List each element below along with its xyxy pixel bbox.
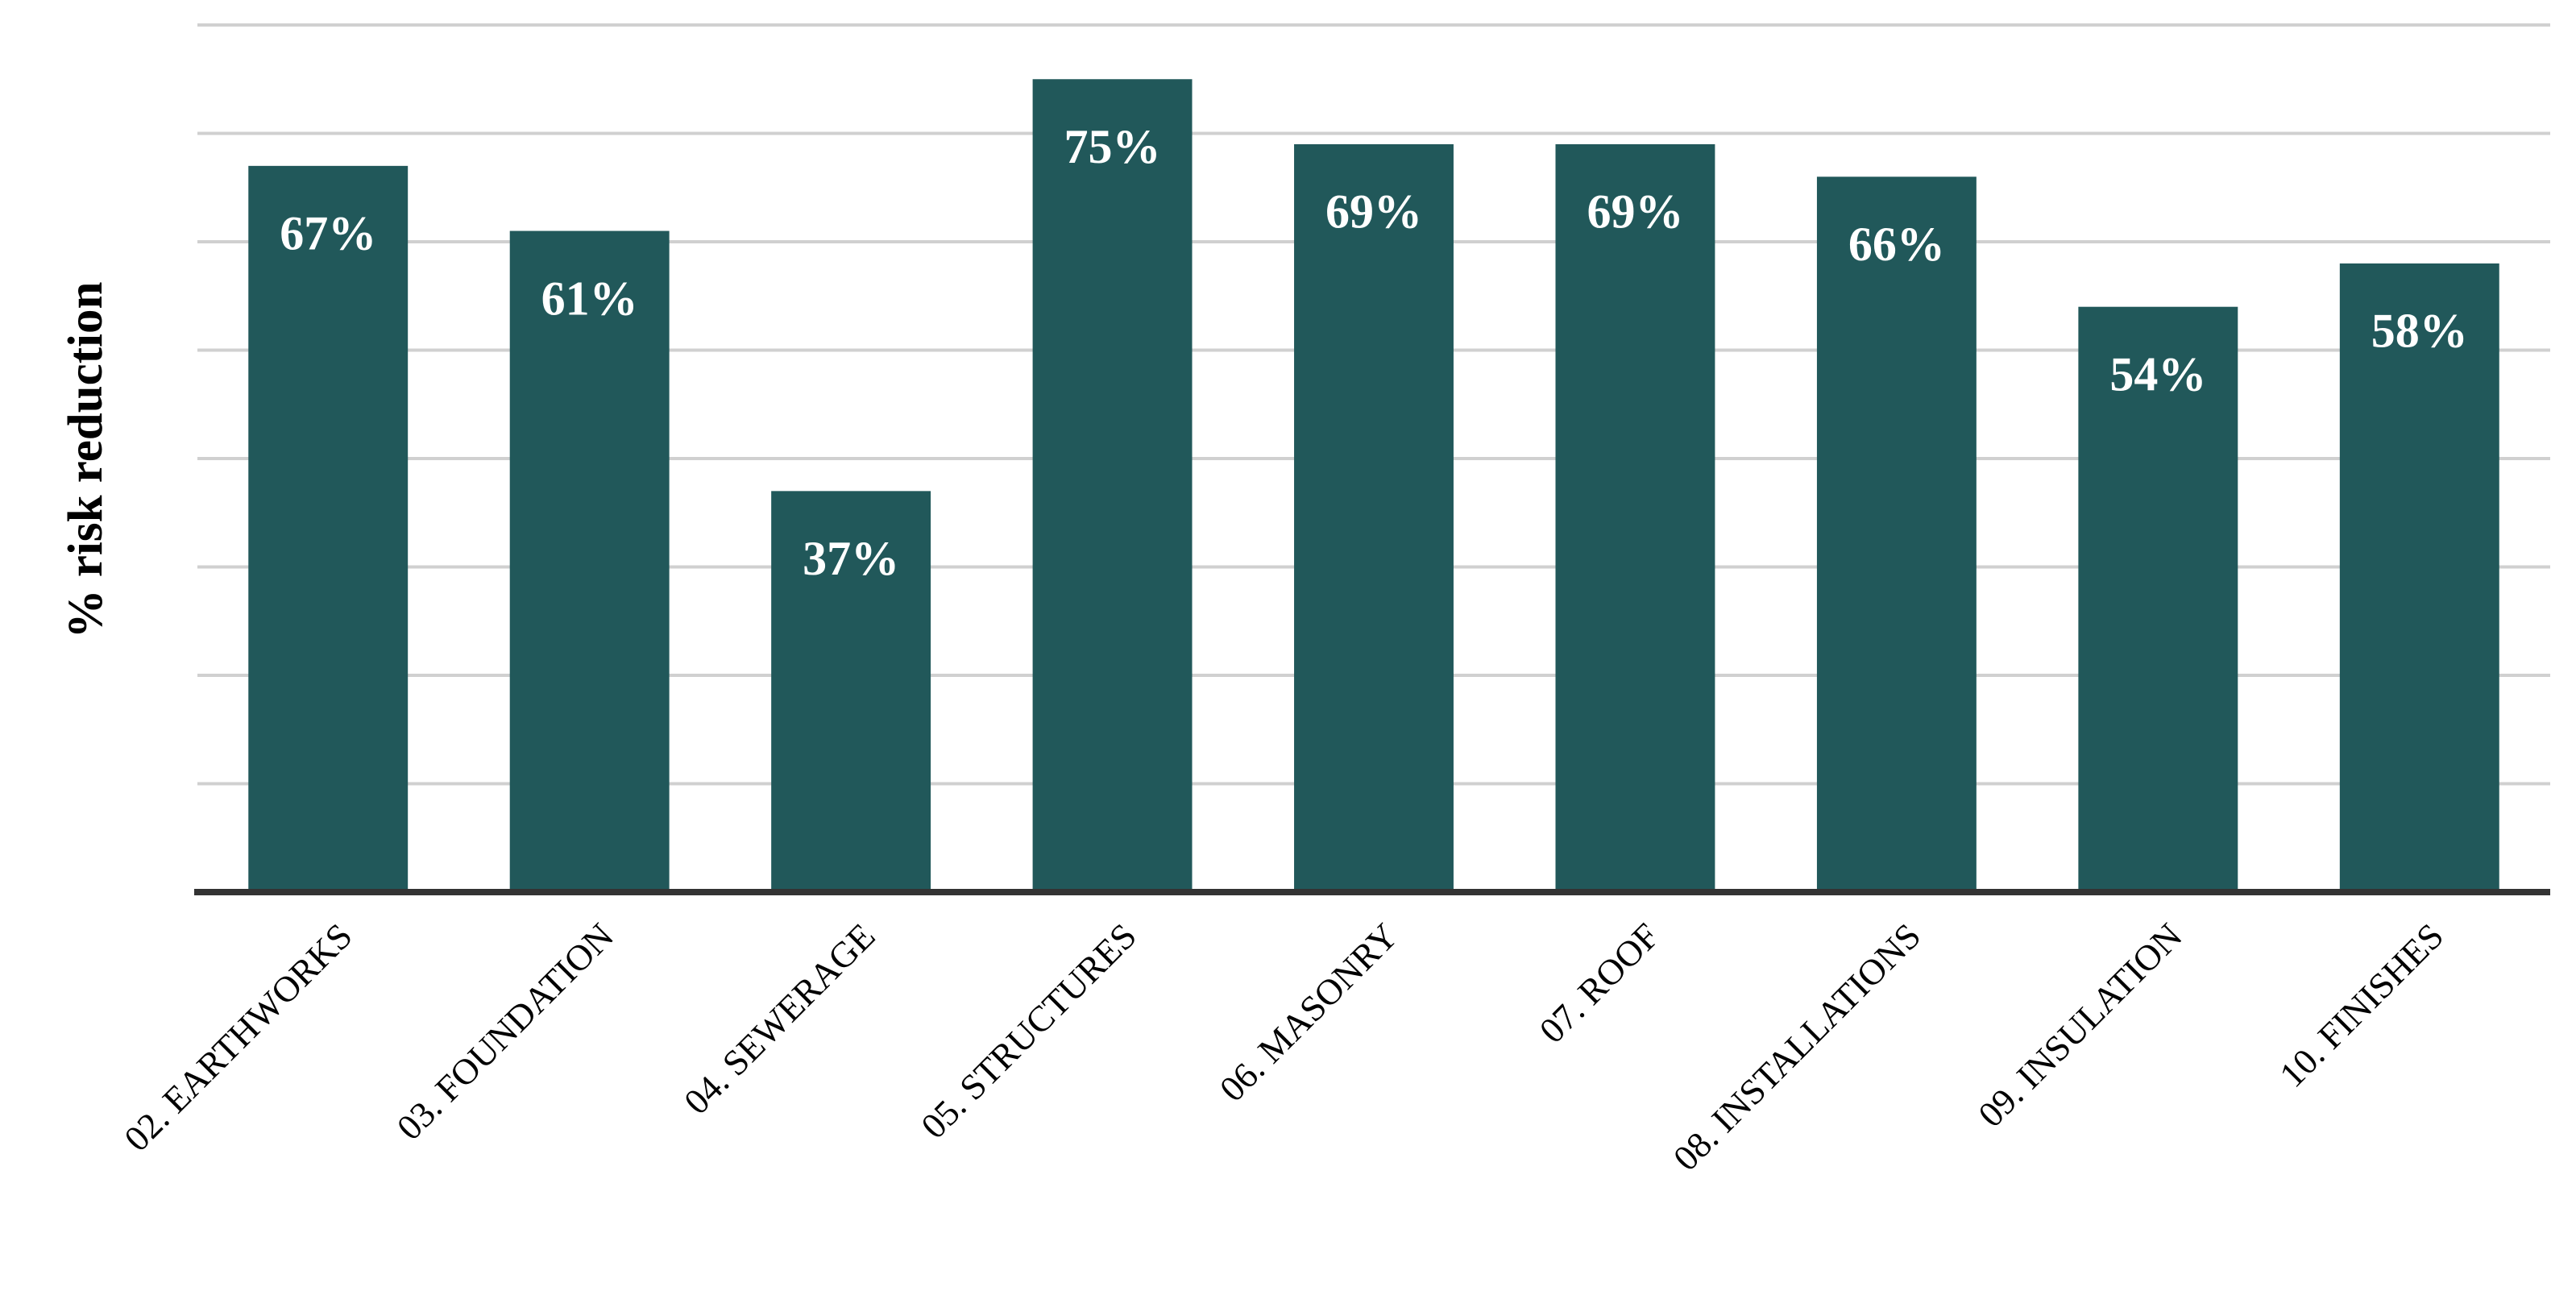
bar xyxy=(771,491,931,892)
x-tick-label: 10. FINISHES xyxy=(2271,915,2451,1095)
x-tick-label: 04. SEWERAGE xyxy=(676,915,882,1122)
x-tick-label: 03. FOUNDATION xyxy=(389,915,621,1148)
bar xyxy=(2339,263,2499,892)
bar xyxy=(2078,306,2238,892)
bar xyxy=(1555,143,1715,892)
bar xyxy=(1816,176,1977,893)
value-label: 69% xyxy=(1325,185,1422,239)
x-tick-label: 09. INSULATION xyxy=(1970,915,2189,1135)
x-tick-label: 07. ROOF xyxy=(1532,915,1667,1051)
value-label: 69% xyxy=(1587,185,1683,239)
value-label: 54% xyxy=(2109,347,2206,401)
value-label: 67% xyxy=(280,207,376,260)
y-axis-label: % risk reduction xyxy=(59,282,113,639)
value-label: 58% xyxy=(2371,305,2468,358)
value-label: 37% xyxy=(803,532,899,585)
value-label: 61% xyxy=(541,272,638,325)
x-tick-label: 08. INSTALLATIONS xyxy=(1665,915,1928,1178)
value-label: 75% xyxy=(1064,120,1161,173)
bar xyxy=(1032,79,1193,892)
x-tick-label: 06. MASONRY xyxy=(1212,915,1405,1109)
x-tick-label: 02. EARTHWORKS xyxy=(116,915,359,1159)
bar xyxy=(1294,143,1454,892)
bar xyxy=(248,165,409,893)
value-label: 66% xyxy=(1848,218,1945,271)
bar xyxy=(509,230,670,892)
x-tick-label: 05. STRUCTURES xyxy=(914,915,1144,1146)
